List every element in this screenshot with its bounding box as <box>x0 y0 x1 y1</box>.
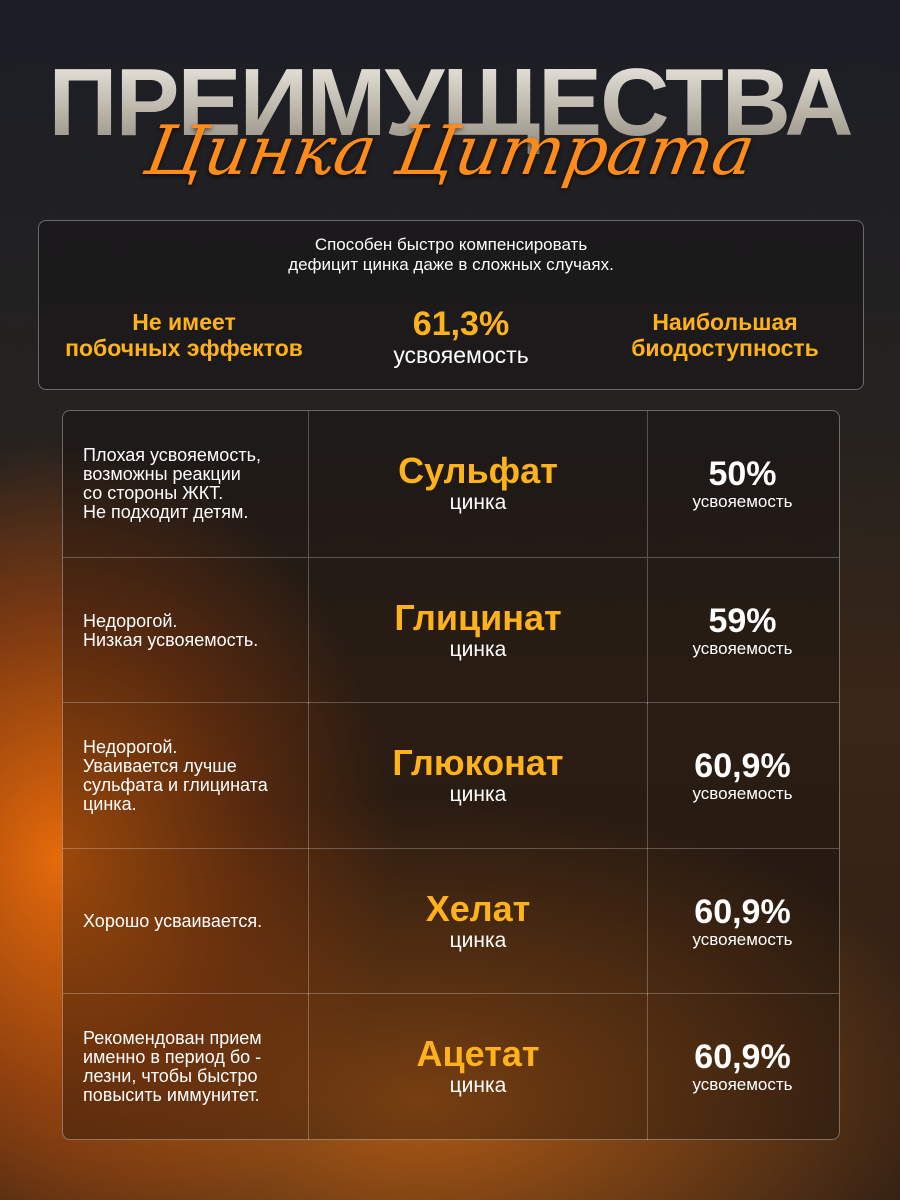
table-row: Недорогой. Уваивается лучше сульфата и г… <box>63 702 839 850</box>
name-cell: Глюконат цинка <box>308 703 648 850</box>
form-sub: цинка <box>449 1074 507 1098</box>
comparison-table: Плохая усвояемость, возможны реакции со … <box>62 410 840 1141</box>
percent: 59% <box>708 601 777 640</box>
table-row: Недорогой. Низкая усвояемость. Глицинат ци… <box>63 556 839 704</box>
form-sub: цинка <box>449 783 507 807</box>
form-sub: цинка <box>449 637 507 661</box>
table-row: Рекомендован прием именно в период бо - … <box>63 993 839 1141</box>
feature-title: Наибольшая биодоступность <box>631 309 819 361</box>
feature: Наибольшая биодоступность <box>575 309 875 361</box>
percent: 60,9% <box>694 747 791 786</box>
percent: 60,9% <box>694 1038 791 1077</box>
percent: 50% <box>708 455 777 493</box>
percent-cell: 60,9% усвояемость <box>646 703 839 849</box>
percent-caption: усвояемость <box>692 1075 793 1095</box>
percent-caption: усвояемость <box>692 784 793 804</box>
name-cell: Глицинат цинка <box>308 557 648 704</box>
feature-title: 61,3% <box>412 305 510 343</box>
percent-cell: 60,9% усвояемость <box>646 994 839 1140</box>
title: ПРЕИМУЩЕСТВА <box>0 48 900 158</box>
description-cell: Рекомендован прием именно в период бо - … <box>83 994 308 1140</box>
name-cell: Ацетат цинка <box>308 994 648 1141</box>
description-cell: Плохая усвояемость, возможны реакции со … <box>83 411 308 557</box>
percent-caption: усвояемость <box>692 492 793 511</box>
description-cell: Недорогой. Уваивается лучше сульфата и г… <box>83 703 308 849</box>
form-name: Глюконат <box>392 742 564 784</box>
form-name: Глицинат <box>394 596 562 638</box>
percent: 60,9% <box>694 892 791 931</box>
intro-text: Способен быстро компенсировать дефицит ц… <box>288 235 614 274</box>
percent-cell: 50% усвояемость <box>646 411 839 557</box>
percent-caption: усвояемость <box>692 929 793 949</box>
percent-caption: усвояемость <box>692 638 793 658</box>
form-sub: цинка <box>449 491 507 514</box>
feature: Не имеет побочных эффектов <box>34 309 334 361</box>
description: Плохая усвояемость, возможны реакции со … <box>83 445 261 522</box>
form-sub: цинка <box>449 928 507 952</box>
name-cell: Сульфат цинка <box>308 411 648 557</box>
feature-title: Не имеет побочных эффектов <box>65 309 303 361</box>
name-cell: Хелат цинка <box>308 848 648 995</box>
percent-cell: 59% усвояемость <box>646 558 839 704</box>
form-name: Ацетат <box>416 1033 540 1075</box>
subtitle: Цинка Цитрата <box>139 112 761 191</box>
description: Хорошо усваивается. <box>83 911 263 932</box>
form-name: Сульфат <box>398 450 558 491</box>
description-cell: Хорошо усваивается. <box>83 849 308 995</box>
table-row: Плохая усвояемость, возможны реакции со … <box>63 411 839 557</box>
feature-caption: усвояемость <box>393 342 529 368</box>
intro-box: Способен быстро компенсировать дефицит ц… <box>38 220 864 390</box>
form-name: Хелат <box>425 887 531 929</box>
description: Недорогой. Низкая усвояемость. <box>83 610 259 650</box>
table-row: Хорошо усваивается. Хелат цинка 60,9% усвояе… <box>63 847 839 995</box>
description: Недорогой. Уваивается лучше сульфата и г… <box>83 737 268 815</box>
description-cell: Недорогой. Низкая усвояемость. <box>83 558 308 704</box>
percent-cell: 60,9% усвояемость <box>646 849 839 995</box>
feature: 61,3% усвояемость <box>311 307 611 369</box>
description: Рекомендован прием именно в период бо - … <box>83 1028 262 1106</box>
